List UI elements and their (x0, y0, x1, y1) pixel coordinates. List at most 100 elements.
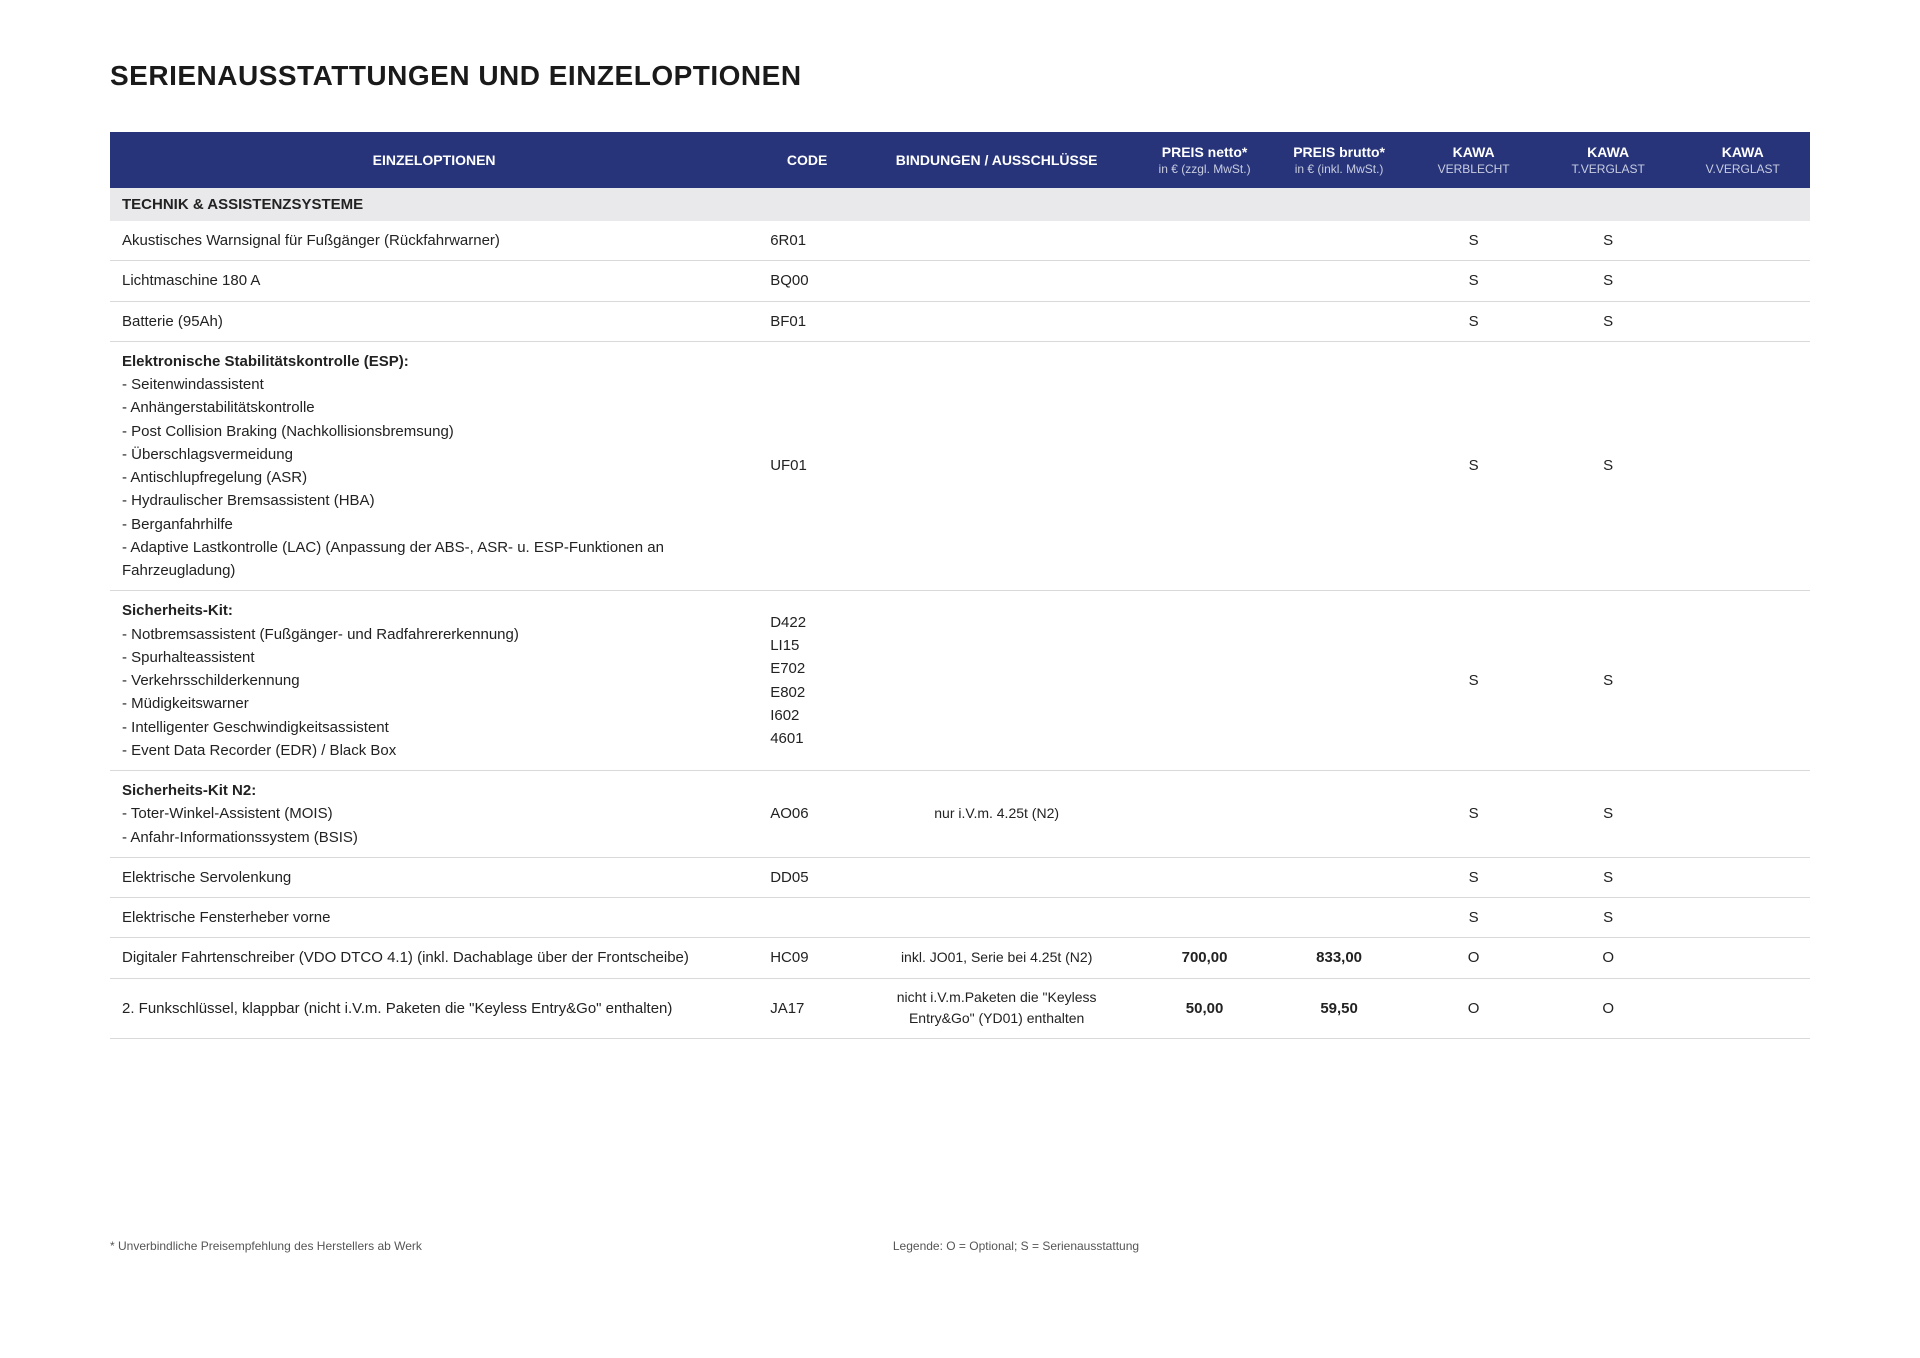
table-row: Batterie (95Ah)BF01 SS (110, 301, 1810, 341)
cell-bindungen (856, 341, 1137, 591)
cell-bindungen (856, 898, 1137, 938)
cell-kawa-3 (1675, 938, 1810, 978)
cell-preis-brutto (1272, 301, 1407, 341)
table-row: Elektrische ServolenkungDD05SS (110, 857, 1810, 897)
table-row: Elektrische Fensterheber vorneSS (110, 898, 1810, 938)
cell-kawa-2: O (1541, 978, 1676, 1038)
cell-option: Digitaler Fahrtenschreiber (VDO DTCO 4.1… (110, 938, 758, 978)
cell-kawa-2: S (1541, 771, 1676, 858)
cell-code: AO06 (758, 771, 856, 858)
cell-bindungen: nur i.V.m. 4.25t (N2) (856, 771, 1137, 858)
cell-preis-netto (1137, 261, 1272, 301)
cell-option: Lichtmaschine 180 A (110, 261, 758, 301)
cell-preis-brutto (1272, 771, 1407, 858)
option-line: Elektrische Fensterheber vorne (122, 906, 746, 929)
cell-code: JA17 (758, 978, 856, 1038)
col-kawa-verblecht: KAWA VERBLECHT (1406, 132, 1541, 188)
cell-code: D422LI15E702E802I6024601 (758, 591, 856, 771)
cell-preis-brutto (1272, 261, 1407, 301)
section-row: TECHNIK & ASSISTENZSYSTEME (110, 188, 1810, 221)
cell-kawa-1: O (1406, 938, 1541, 978)
table-header-row: EINZELOPTIONEN CODE BINDUNGEN / AUSSCHLÜ… (110, 132, 1810, 188)
option-line: - Antischlupfregelung (ASR) (122, 466, 746, 489)
cell-kawa-1: S (1406, 221, 1541, 261)
cell-preis-brutto (1272, 591, 1407, 771)
cell-preis-netto: 700,00 (1137, 938, 1272, 978)
col-netto-label: PREIS netto* (1162, 144, 1248, 160)
cell-option: Elektronische Stabilitätskontrolle (ESP)… (110, 341, 758, 591)
cell-preis-netto (1137, 341, 1272, 591)
option-line: Elektrische Servolenkung (122, 866, 746, 889)
col-brutto-label: PREIS brutto* (1293, 144, 1385, 160)
cell-kawa-3 (1675, 341, 1810, 591)
cell-option: 2. Funkschlüssel, klappbar (nicht i.V.m.… (110, 978, 758, 1038)
cell-kawa-2: S (1541, 301, 1676, 341)
col-kawa-tverglast: KAWA T.VERGLAST (1541, 132, 1676, 188)
option-line: - Anfahr-Informationssystem (BSIS) (122, 826, 746, 849)
col-bindungen: BINDUNGEN / AUSSCHLÜSSE (856, 132, 1137, 188)
cell-code: HC09 (758, 938, 856, 978)
option-line: 2. Funkschlüssel, klappbar (nicht i.V.m.… (122, 997, 746, 1020)
option-line: - Adaptive Lastkontrolle (LAC) (Anpassun… (122, 536, 746, 583)
cell-code: DD05 (758, 857, 856, 897)
table-row: Lichtmaschine 180 ABQ00SS (110, 261, 1810, 301)
option-line: - Anhängerstabilitätskontrolle (122, 396, 746, 419)
option-title: Elektronische Stabilitätskontrolle (ESP)… (122, 350, 746, 373)
col-code: CODE (758, 132, 856, 188)
cell-kawa-1: S (1406, 591, 1541, 771)
option-line: - Spurhalteassistent (122, 646, 746, 669)
cell-preis-brutto (1272, 857, 1407, 897)
cell-kawa-3 (1675, 857, 1810, 897)
cell-preis-brutto: 833,00 (1272, 938, 1407, 978)
option-line: - Berganfahrhilfe (122, 513, 746, 536)
cell-bindungen (856, 591, 1137, 771)
cell-preis-netto (1137, 221, 1272, 261)
cell-kawa-1: S (1406, 301, 1541, 341)
col-kawa3-label: KAWA (1722, 144, 1764, 160)
cell-option: Batterie (95Ah) (110, 301, 758, 341)
cell-kawa-3 (1675, 221, 1810, 261)
cell-preis-brutto: 59,50 (1272, 978, 1407, 1038)
cell-kawa-1: O (1406, 978, 1541, 1038)
cell-preis-brutto (1272, 341, 1407, 591)
cell-preis-netto (1137, 857, 1272, 897)
cell-kawa-1: S (1406, 898, 1541, 938)
cell-option: Akustisches Warnsignal für Fußgänger (Rü… (110, 221, 758, 261)
option-line: - Intelligenter Geschwindigkeitsassisten… (122, 716, 746, 739)
option-line: - Seitenwindassistent (122, 373, 746, 396)
cell-kawa-1: S (1406, 857, 1541, 897)
option-line: - Toter-Winkel-Assistent (MOIS) (122, 802, 746, 825)
cell-code: 6R01 (758, 221, 856, 261)
cell-preis-netto (1137, 591, 1272, 771)
cell-kawa-2: S (1541, 261, 1676, 301)
cell-bindungen (856, 261, 1137, 301)
options-table: EINZELOPTIONEN CODE BINDUNGEN / AUSSCHLÜ… (110, 132, 1810, 1039)
table-row: Elektronische Stabilitätskontrolle (ESP)… (110, 341, 1810, 591)
footer-left: * Unverbindliche Preisempfehlung des Her… (110, 1239, 422, 1253)
col-kawa1-sub: VERBLECHT (1416, 162, 1531, 176)
option-line: Lichtmaschine 180 A (122, 269, 746, 292)
option-line: Akustisches Warnsignal für Fußgänger (Rü… (122, 229, 746, 252)
cell-kawa-1: S (1406, 771, 1541, 858)
col-kawa1-label: KAWA (1453, 144, 1495, 160)
cell-preis-netto (1137, 898, 1272, 938)
cell-code (758, 898, 856, 938)
table-row: Digitaler Fahrtenschreiber (VDO DTCO 4.1… (110, 938, 1810, 978)
col-brutto-sub: in € (inkl. MwSt.) (1282, 162, 1397, 176)
table-row: Sicherheits-Kit:- Notbremsassistent (Fuß… (110, 591, 1810, 771)
cell-preis-netto: 50,00 (1137, 978, 1272, 1038)
cell-code: BF01 (758, 301, 856, 341)
cell-kawa-3 (1675, 771, 1810, 858)
col-kawa-vverglast: KAWA V.VERGLAST (1675, 132, 1810, 188)
option-line: - Verkehrsschilderkennung (122, 669, 746, 692)
cell-kawa-2: O (1541, 938, 1676, 978)
cell-preis-netto (1137, 301, 1272, 341)
cell-kawa-2: S (1541, 591, 1676, 771)
cell-option: Elektrische Servolenkung (110, 857, 758, 897)
cell-bindungen (856, 857, 1137, 897)
cell-option: Sicherheits-Kit:- Notbremsassistent (Fuß… (110, 591, 758, 771)
cell-kawa-3 (1675, 301, 1810, 341)
cell-option: Elektrische Fensterheber vorne (110, 898, 758, 938)
option-title: Sicherheits-Kit N2: (122, 779, 746, 802)
option-line: Digitaler Fahrtenschreiber (VDO DTCO 4.1… (122, 946, 746, 969)
